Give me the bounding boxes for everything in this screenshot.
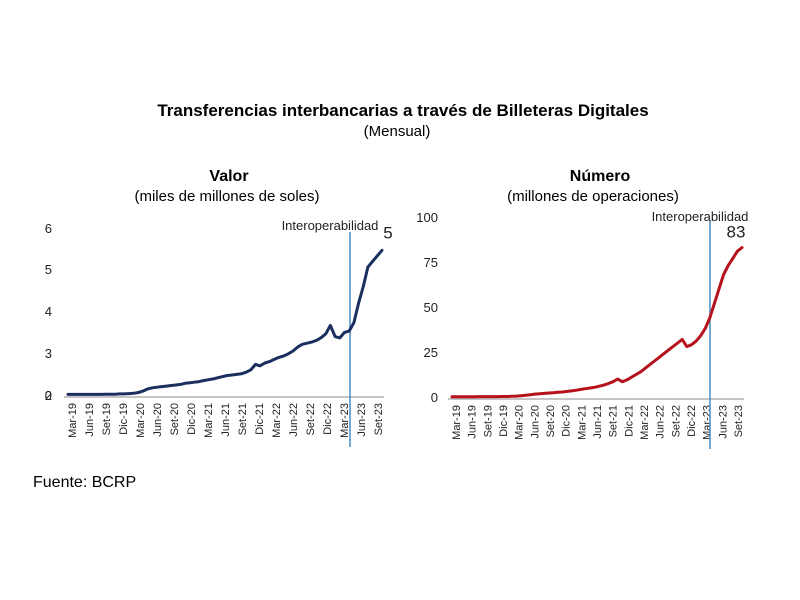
chart-numero-title: Número: [570, 168, 631, 185]
chart-numero-xtick: Set-22: [670, 405, 682, 437]
chart-valor-ytick: 0: [45, 388, 52, 403]
chart-numero-xtick: Jun-20: [529, 405, 541, 439]
chart-valor-xtick: Set-20: [169, 403, 181, 435]
chart-numero-series-line: [450, 246, 744, 399]
chart-numero-xtick: Jun-22: [655, 405, 667, 439]
chart-valor-xtick: Dic-22: [322, 403, 334, 435]
chart-valor-xtick: Dic-20: [186, 403, 198, 435]
chart-valor-ytick: 3: [45, 346, 52, 361]
chart-numero-ytick: 75: [424, 255, 438, 270]
chart-numero-xtick: Mar-23: [702, 405, 714, 440]
chart-numero-xtick: Set-21: [608, 405, 620, 437]
chart-numero-ytick: 25: [424, 345, 438, 360]
chart-valor-xtick: Dic-19: [118, 403, 130, 435]
chart-numero-xtick: Dic-20: [561, 405, 573, 437]
source-note: Fuente: BCRP: [33, 474, 136, 491]
chart-numero-xtick: Dic-22: [686, 405, 698, 437]
chart-valor-ytick: 4: [45, 304, 52, 319]
chart-numero-xtick: Jun-23: [717, 405, 729, 439]
chart-valor-end-label: 5: [383, 223, 392, 242]
chart-valor-subtitle: (miles de millones de soles): [134, 188, 319, 205]
chart-numero-xtick: Jun-19: [467, 405, 479, 439]
chart-valor-xtick: Mar-21: [203, 403, 215, 438]
chart-valor-xtick: Set-21: [237, 403, 249, 435]
chart-valor-title: Valor: [209, 168, 248, 185]
chart-valor-xtick: Dic-21: [254, 403, 266, 435]
chart-numero-ytick: 100: [416, 210, 438, 225]
chart-numero-xtick: Mar-21: [576, 405, 588, 440]
chart-valor-xtick: Jun-20: [152, 403, 164, 437]
chart-numero-subtitle: (millones de operaciones): [507, 188, 679, 205]
chart-numero-ytick: 50: [424, 300, 438, 315]
chart-valor-interop-label: Interoperabilidad: [282, 218, 379, 233]
chart-valor-series-line: [66, 248, 384, 396]
chart-valor-xtick: Mar-23: [339, 403, 351, 438]
chart-numero-xtick: Mar-22: [639, 405, 651, 440]
chart-valor-xtick: Mar-20: [135, 403, 147, 438]
chart-valor-ytick: 6: [45, 221, 52, 236]
chart-numero-xtick: Dic-19: [498, 405, 510, 437]
chart-valor-xtick: Set-19: [101, 403, 113, 435]
chart-valor: Valor (miles de millones de soles) 02 3 4 5…: [45, 168, 393, 447]
chart-numero-xtick: Jun-21: [592, 405, 604, 439]
chart-numero-xtick: Dic-21: [623, 405, 635, 437]
chart-valor-ytick: 2: [45, 388, 52, 403]
figure-title: Transferencias interbancarias a través d…: [157, 101, 648, 120]
chart-valor-xtick: Set-22: [305, 403, 317, 435]
chart-numero-xtick: Set-20: [545, 405, 557, 437]
chart-numero-end-label: 83: [727, 223, 746, 242]
chart-valor-xtick: Jun-19: [84, 403, 96, 437]
chart-valor-xtick: Set-23: [373, 403, 385, 435]
chart-numero-xtick: Set-19: [482, 405, 494, 437]
chart-numero-ytick: 0: [431, 390, 438, 405]
chart-valor-xtick: Jun-22: [288, 403, 300, 437]
chart-numero: Número (millones de operaciones) 0 25 50 75…: [416, 168, 748, 449]
chart-valor-xtick: Mar-22: [271, 403, 283, 438]
chart-valor-ytick: 5: [45, 262, 52, 277]
chart-numero-xtick: Set-23: [733, 405, 745, 437]
chart-numero-interop-label: Interoperabilidad: [652, 209, 749, 224]
chart-valor-xtick: Jun-23: [356, 403, 368, 437]
chart-numero-xtick: Mar-19: [451, 405, 463, 440]
chart-numero-xtick: Mar-20: [514, 405, 526, 440]
chart-valor-xtick: Mar-19: [67, 403, 79, 438]
chart-valor-xtick: Jun-21: [220, 403, 232, 437]
figure-subtitle: (Mensual): [364, 123, 431, 140]
